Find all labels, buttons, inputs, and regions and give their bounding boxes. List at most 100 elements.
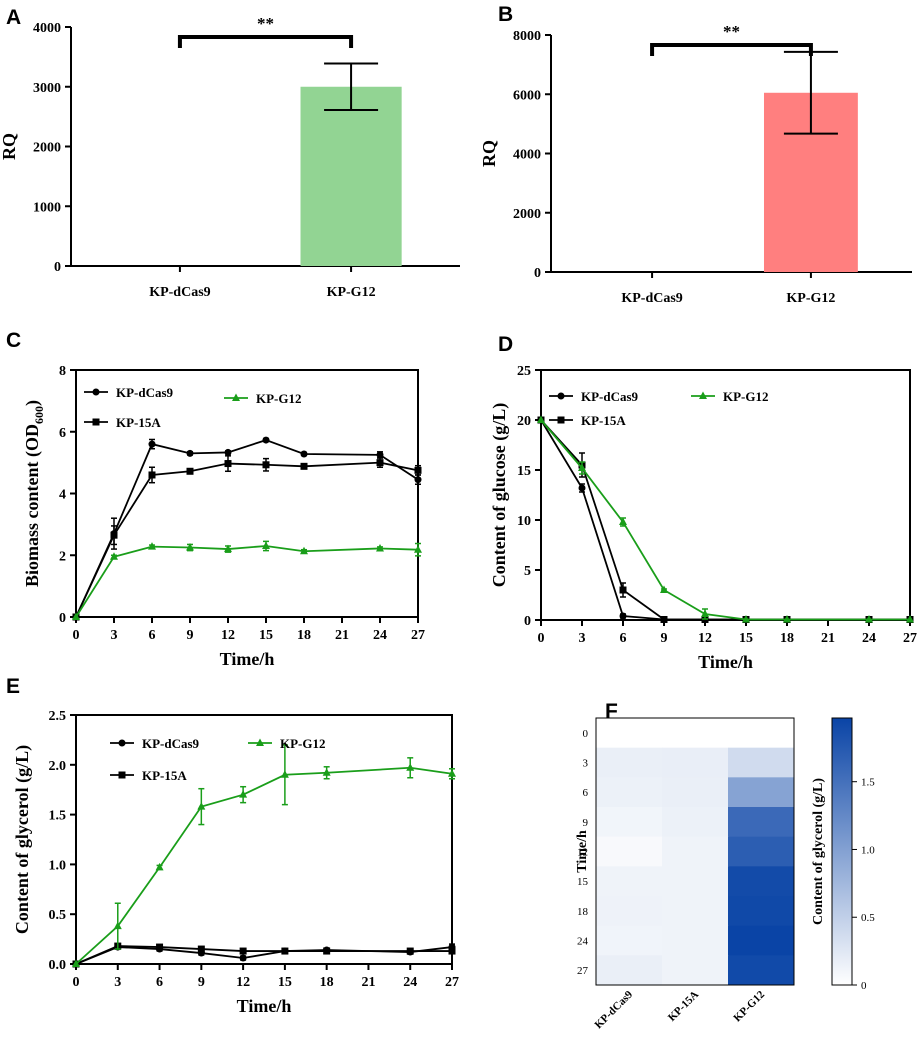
colorbar-title: Content of glycerol (g/L): [811, 778, 826, 925]
data-point: [72, 959, 80, 967]
data-point: [376, 459, 384, 467]
row-label: 3: [583, 758, 589, 770]
data-point: [110, 531, 118, 539]
plot-frame: [75, 714, 453, 965]
y-axis-title: Content of glycerol (g/L): [12, 745, 33, 934]
panel-b: B 0 2000 4000 6000 8000 RQ KP-dCas9 KP-G12 **: [479, 3, 912, 306]
plot-frame: [540, 369, 911, 621]
data-point: [783, 615, 791, 623]
y-tick-label: 0: [54, 260, 61, 275]
series-line: [75, 439, 419, 618]
y-axis-title: Time/h: [575, 830, 590, 873]
heatmap-frame: [595, 717, 795, 986]
legend-marker: [118, 771, 126, 779]
colorbar-tick-label: 1.5: [861, 777, 875, 789]
series-line: [75, 545, 419, 618]
data-point: [619, 517, 627, 525]
data-point: [406, 947, 414, 955]
data-point: [448, 947, 456, 955]
legend-marker: [118, 739, 126, 747]
y-tick-label: 0: [524, 614, 531, 629]
data-point: [619, 586, 627, 594]
x-tick-label: 18: [297, 628, 311, 643]
legend-marker: [699, 391, 707, 399]
data-point: [281, 947, 289, 955]
legend-label: KP-15A: [581, 413, 626, 428]
data-point: [148, 440, 156, 448]
x-tick-label: 27: [411, 628, 425, 643]
row-label: 27: [577, 965, 589, 977]
heatmap-cell: [728, 866, 795, 897]
x-tick-label: 12: [236, 975, 250, 990]
panel-letter: B: [498, 3, 513, 26]
data-point: [239, 954, 247, 962]
heatmap-cell: [662, 836, 729, 867]
x-tick-label: 3: [114, 975, 121, 990]
x-tick-label: 21: [335, 628, 349, 643]
x-tick-label: 18: [780, 631, 794, 646]
heatmap-cell: [662, 866, 729, 897]
y-axis-title: RQ: [479, 140, 499, 167]
y-tick-label: 6000: [513, 88, 541, 103]
data-point: [701, 609, 709, 617]
data-point: [300, 546, 308, 555]
heatmap-cell: [662, 747, 729, 778]
data-point: [660, 585, 668, 593]
y-axis-title-main: Biomass content (OD: [22, 424, 43, 587]
y-tick-label: 10: [517, 514, 531, 529]
legend-marker: [557, 416, 565, 424]
y-tick-label: 15: [517, 464, 531, 479]
data-point: [578, 463, 586, 471]
row-label: 15: [577, 876, 589, 888]
heatmap-cell: [662, 925, 729, 956]
legend-label: KP-dCas9: [116, 385, 174, 400]
heatmap-cell: [728, 747, 795, 778]
panel-letter: E: [6, 675, 20, 698]
legend: KP-dCas9 KP-15A KP-G12: [110, 736, 326, 783]
y-tick-label: 0.0: [49, 958, 67, 973]
x-tick-label: KP-dCas9: [621, 291, 682, 306]
heatmap-cell: [662, 955, 729, 986]
x-tick-label: 3: [111, 628, 118, 643]
legend-label: KP-dCas9: [581, 389, 639, 404]
column-label: KP-dCas9: [592, 988, 635, 1031]
x-tick-label: 0: [538, 631, 545, 646]
row-label: 18: [577, 906, 589, 918]
y-axis-title: Content of glucose (g/L): [489, 403, 510, 587]
legend-label: KP-G12: [280, 736, 326, 751]
x-tick-label: 24: [373, 628, 387, 643]
x-tick-label: 0: [73, 975, 80, 990]
data-point: [376, 451, 384, 459]
x-tick-label: KP-G12: [327, 285, 376, 300]
data-point: [300, 462, 308, 470]
data-point: [155, 862, 164, 871]
panel-letter: C: [6, 329, 21, 352]
y-tick-label: 4: [59, 488, 66, 503]
x-axis-title: Time/h: [237, 996, 292, 1016]
x-tick-label: 27: [903, 631, 917, 646]
heatmap-cell: [662, 777, 729, 808]
data-point: [224, 544, 232, 553]
colorbar-tick-label: 0: [861, 980, 867, 992]
y-tick-label: 25: [517, 364, 531, 379]
heatmap-cell: [596, 747, 663, 778]
significance-label: **: [257, 14, 274, 33]
heatmap-cell: [596, 896, 663, 927]
panel-a: A 0 1000 2000 3000 4000 RQ KP-dCas9 KP-G12 **: [0, 6, 460, 300]
heatmap-cell: [728, 836, 795, 867]
series-line: [540, 419, 910, 621]
y-tick-label: 1.0: [49, 858, 67, 873]
y-axis-title: RQ: [0, 133, 19, 160]
x-tick-label: 24: [862, 631, 876, 646]
x-axis-title: Time/h: [698, 652, 753, 672]
legend-marker: [232, 393, 240, 401]
x-tick-label: 6: [149, 628, 156, 643]
row-label: 12: [577, 847, 588, 859]
legend-label: KP-15A: [116, 415, 161, 430]
heatmap-cell: [596, 718, 663, 749]
heatmap-cell: [662, 718, 729, 749]
heatmap-cell: [728, 925, 795, 956]
data-point: [110, 552, 118, 560]
